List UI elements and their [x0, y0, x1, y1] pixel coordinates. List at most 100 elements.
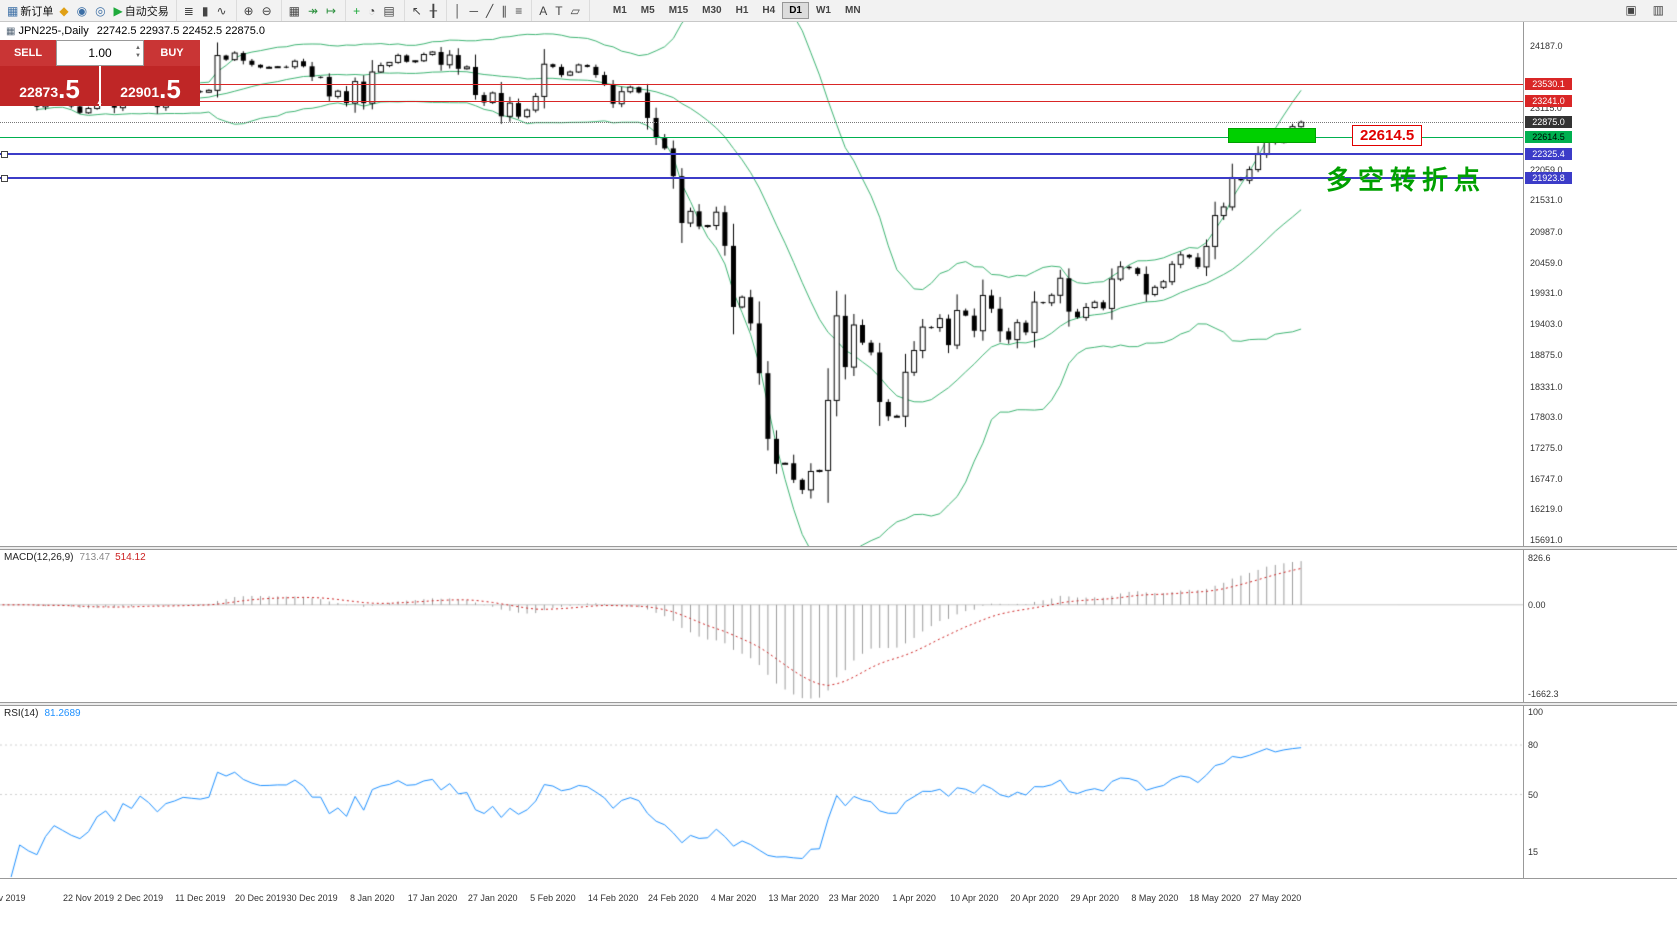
zoom-in-icon: ⊕ — [243, 3, 254, 18]
price-line-23530.1[interactable] — [0, 83, 1523, 85]
timeframe-h4[interactable]: H4 — [762, 5, 776, 16]
chart-icon: ▦ — [6, 26, 16, 37]
trendline-button[interactable]: ╱ — [483, 2, 498, 20]
crosshair-button[interactable]: ╂ — [427, 2, 442, 20]
x-axis-label: 30 Dec 2019 — [286, 893, 338, 903]
buy-price[interactable]: 22901.5 — [101, 66, 200, 106]
y-axis-label: 19931.0 — [1530, 288, 1563, 299]
volume-spinner[interactable]: ▲ ▼ — [135, 44, 141, 61]
templates-button[interactable]: ▤ — [380, 2, 399, 20]
periods-button[interactable]: ◔ — [365, 2, 380, 20]
highlight-rectangle[interactable] — [1228, 128, 1316, 143]
y-axis-label: 16747.0 — [1530, 473, 1563, 484]
cursor-button[interactable]: ↖ — [409, 2, 427, 20]
timeframe-m30[interactable]: M30 — [702, 5, 722, 16]
y-axis-label: 17275.0 — [1530, 442, 1563, 453]
spread-marker-icon: ▲ — [96, 99, 103, 106]
hline-button[interactable]: ─ — [467, 2, 484, 20]
fibonacci-button[interactable]: ≡ — [512, 2, 527, 20]
indicators-icon: + — [353, 3, 361, 18]
vline-button[interactable]: │ — [451, 2, 467, 20]
chart-shift-button[interactable]: ↦ — [323, 2, 341, 20]
zoom-in-button[interactable]: ⊕ — [241, 2, 259, 20]
shapes-icon: ▱ — [570, 3, 580, 18]
macd-signal-value: 514.12 — [115, 552, 146, 563]
rsi-axis-label: 80 — [1528, 740, 1539, 750]
timeframe-m5[interactable]: M5 — [640, 5, 655, 16]
candles-chart-button[interactable]: ▮ — [199, 2, 214, 20]
candles-chart-icon: ▮ — [201, 3, 209, 18]
channel-button[interactable]: ∥ — [498, 2, 512, 20]
new-chart-button[interactable]: ▣ — [1622, 1, 1641, 19]
x-axis-label: 29 Apr 2020 — [1070, 893, 1119, 903]
data-window-icon: ▥ — [1652, 3, 1664, 17]
indicators-button[interactable]: + — [350, 2, 365, 20]
x-axis-label: 17 Jan 2020 — [407, 893, 458, 903]
sell-price[interactable]: 22873.5 — [0, 66, 99, 106]
toolbar-group: ▦ ↠ ↦ — [282, 0, 347, 21]
line-handle[interactable] — [1, 174, 8, 182]
chart-shift-icon: ↦ — [326, 3, 337, 18]
info-button[interactable]: ◎ — [92, 2, 110, 20]
y-axis-label: 19403.0 — [1530, 319, 1563, 330]
bid-price-line — [0, 122, 1523, 124]
macd-canvas[interactable] — [0, 550, 1523, 702]
timeframe-d1[interactable]: D1 — [782, 2, 809, 19]
new-order-button[interactable]: ▦ 新订单 — [4, 2, 56, 20]
y-axis-label: 23115.0 — [1530, 103, 1562, 114]
timeframe-mn[interactable]: MN — [844, 5, 861, 16]
rsi-canvas[interactable] — [0, 706, 1523, 878]
timeframe-w1[interactable]: W1 — [815, 5, 831, 16]
price-line-21923.8[interactable] — [0, 176, 1523, 179]
price-line-22325.4[interactable] — [0, 153, 1523, 156]
timeframe-h1[interactable]: H1 — [735, 5, 749, 16]
rsi-axis-label: 50 — [1528, 789, 1539, 800]
profile-button[interactable]: ◉ — [74, 2, 92, 20]
macd-name: MACD(12,26,9) — [4, 552, 74, 563]
spinner-down-icon[interactable]: ▼ — [135, 53, 141, 60]
x-axis-label: 8 Nov 2019 — [0, 893, 26, 903]
sell-price-main: 22873 — [19, 84, 59, 100]
price-line-23241.0[interactable] — [0, 100, 1523, 102]
mql5-button[interactable]: ◆ — [56, 2, 73, 20]
cursor-icon: ↖ — [411, 3, 422, 18]
new-order-button-label: 新订单 — [20, 5, 54, 18]
panel-splitter-rsi[interactable] — [0, 702, 1677, 706]
chinese-annotation[interactable]: 多空转折点 — [1326, 165, 1487, 195]
line-chart-button[interactable]: ∿ — [213, 2, 231, 20]
main-chart-canvas[interactable] — [0, 22, 1523, 546]
spinner-up-icon[interactable]: ▲ — [135, 45, 141, 51]
x-axis-label: 1 Apr 2020 — [892, 893, 936, 903]
sell-price-frac: .5 — [58, 74, 80, 104]
x-axis-label: 4 Mar 2020 — [710, 893, 757, 903]
text-label-icon: T — [555, 3, 563, 18]
buy-button[interactable]: BUY — [144, 40, 200, 66]
toolbar-group: ▦ 新订单 ◆ ◉ ◎ ▶ 自动交易 — [0, 0, 177, 21]
sell-button[interactable]: SELL — [0, 40, 56, 66]
shapes-button[interactable]: ▱ — [568, 2, 585, 20]
y-axis-label: 20987.0 — [1530, 227, 1563, 238]
profile-icon: ◉ — [76, 3, 88, 18]
tile-windows-button[interactable]: ▦ — [286, 2, 305, 20]
x-axis-label: 20 Dec 2019 — [234, 893, 287, 903]
price-badge: 23530.1 — [1525, 78, 1572, 91]
auto-scroll-button[interactable]: ↠ — [305, 2, 323, 20]
timeframe-m1[interactable]: M1 — [612, 5, 627, 16]
text-label-button[interactable]: T — [552, 2, 567, 20]
text-button[interactable]: A — [536, 2, 552, 20]
volume-input[interactable]: 1.00 ▲ ▼ — [56, 40, 144, 66]
trendline-icon: ╱ — [486, 3, 494, 18]
price-line-22614.5[interactable] — [0, 136, 1523, 138]
trade-panel-prices: 22873.5 22901.5 ▲ — [0, 66, 200, 106]
buy-price-main: 22901 — [120, 84, 160, 100]
trade-panel-controls: SELL 1.00 ▲ ▼ BUY — [0, 40, 200, 66]
data-window-button[interactable]: ▥ — [1650, 1, 1669, 19]
y-axis-label: 15691.0 — [1530, 535, 1563, 546]
line-handle[interactable] — [1, 151, 8, 159]
autotrading-button[interactable]: ▶ 自动交易 — [111, 2, 172, 20]
timeframe-m15[interactable]: M15 — [668, 5, 689, 16]
panel-splitter-macd[interactable] — [0, 546, 1677, 550]
price-callout-label[interactable]: 22614.5 — [1352, 125, 1423, 146]
bars-chart-button[interactable]: ≣ — [181, 2, 199, 20]
zoom-out-button[interactable]: ⊖ — [259, 2, 277, 20]
